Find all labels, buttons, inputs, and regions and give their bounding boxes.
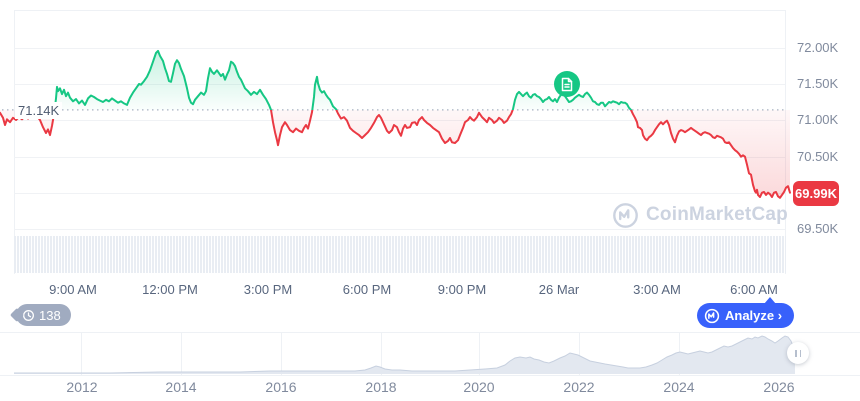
x-axis-tick: 3:00 AM [633, 282, 681, 297]
price-line-down [0, 110, 791, 199]
current-price-badge: 69.99K [793, 181, 839, 206]
gridline [14, 84, 785, 85]
price-line-chart[interactable] [0, 0, 860, 280]
plot-border-top [14, 10, 785, 11]
news-marker-icon[interactable] [554, 71, 580, 97]
y-axis-tick: 71.00K [797, 112, 839, 127]
baseline-price-label: 71.14K [15, 102, 63, 119]
gridline [14, 193, 785, 194]
year-tick: 2014 [165, 379, 197, 395]
navigator-gridline [181, 332, 182, 375]
year-tick: 2012 [66, 379, 98, 395]
x-axis-tick: 9:00 PM [437, 282, 487, 297]
analyze-label: Analyze › [725, 308, 783, 323]
x-axis-tick: 6:00 PM [342, 282, 392, 297]
year-tick: 2016 [265, 379, 297, 395]
volume-bars [14, 236, 786, 273]
watermark: CoinMarketCap [612, 201, 788, 229]
x-axis-tick: 26 Mar [538, 282, 580, 297]
area-fill-below-baseline [0, 110, 790, 198]
y-axis-tick: 72.00K [797, 40, 839, 55]
coinmarketcap-logo-icon [613, 202, 638, 228]
navigator-gridline [281, 332, 282, 375]
cmc-logo-icon [704, 308, 720, 323]
watermark-text: CoinMarketCap [646, 204, 788, 225]
x-axis-tick: 12:00 PM [142, 282, 198, 297]
gridline [14, 229, 785, 230]
y-axis-tick: 71.50K [797, 76, 839, 91]
year-tick: 2022 [563, 379, 595, 395]
year-tick: 2026 [763, 379, 795, 395]
navigator-line [14, 335, 796, 374]
price-line-up [53, 49, 633, 110]
navigator-gridline [579, 332, 580, 375]
history-count-badge[interactable]: 138 [16, 304, 71, 326]
navigator-area [14, 336, 795, 374]
timeline-navigator[interactable] [0, 332, 860, 376]
history-count: 138 [39, 307, 61, 323]
year-tick: 2020 [463, 379, 495, 395]
y-axis-tick: 70.50K [797, 149, 839, 164]
navigator-gridline [479, 332, 480, 375]
plot-border-left [14, 10, 15, 274]
gridline [14, 48, 785, 49]
x-axis-tick: 9:00 AM [49, 282, 97, 297]
year-tick: 2024 [663, 379, 695, 395]
scrubber-handle[interactable] [787, 342, 809, 364]
analyze-button[interactable]: Analyze › [697, 297, 795, 328]
year-tick: 2018 [365, 379, 397, 395]
gridline [14, 157, 785, 158]
x-axis-tick: 3:00 PM [243, 282, 293, 297]
navigator-border-bottom [0, 375, 860, 376]
x-axis-tick: 6:00 AM [730, 282, 778, 297]
navigator-border-top [0, 332, 860, 333]
navigator-gridline [381, 332, 382, 375]
y-axis-tick: 69.50K [797, 221, 839, 236]
navigator-gridline [81, 332, 82, 375]
clock-history-icon [23, 309, 34, 321]
